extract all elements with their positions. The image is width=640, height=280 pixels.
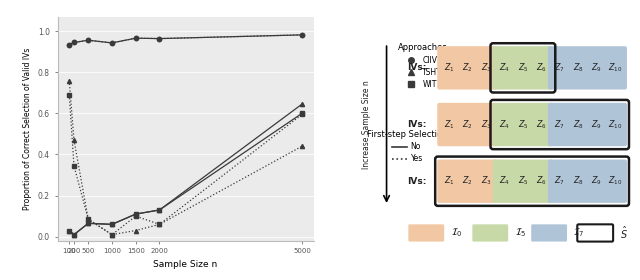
FancyBboxPatch shape	[493, 46, 553, 90]
FancyBboxPatch shape	[437, 160, 498, 203]
FancyBboxPatch shape	[493, 160, 553, 203]
Text: IVs:: IVs:	[407, 177, 426, 186]
Text: $Z_1$: $Z_1$	[444, 175, 454, 188]
Text: $Z_{10}$: $Z_{10}$	[608, 118, 622, 131]
Text: $\mathcal{I}_5$: $\mathcal{I}_5$	[515, 227, 526, 239]
Text: $Z_7$: $Z_7$	[554, 62, 565, 74]
Text: $Z_6$: $Z_6$	[536, 62, 547, 74]
Text: $Z_3$: $Z_3$	[481, 118, 492, 131]
FancyBboxPatch shape	[531, 224, 567, 242]
Text: $Z_7$: $Z_7$	[554, 175, 565, 188]
Text: $Z_4$: $Z_4$	[499, 118, 510, 131]
FancyBboxPatch shape	[548, 160, 627, 203]
FancyBboxPatch shape	[408, 224, 444, 242]
Text: Increase Sample Size n: Increase Sample Size n	[362, 80, 371, 169]
Text: $\mathcal{I}_0$: $\mathcal{I}_0$	[451, 227, 462, 239]
Text: $Z_8$: $Z_8$	[573, 62, 584, 74]
Text: IVs:: IVs:	[407, 63, 426, 72]
Text: $Z_6$: $Z_6$	[536, 118, 547, 131]
Y-axis label: Proportion of Correct Selection of Valid IVs: Proportion of Correct Selection of Valid…	[23, 48, 32, 210]
Text: $Z_7$: $Z_7$	[554, 118, 565, 131]
Text: $Z_1$: $Z_1$	[444, 62, 454, 74]
Text: $Z_5$: $Z_5$	[518, 118, 528, 131]
Text: $Z_3$: $Z_3$	[481, 62, 492, 74]
Text: $Z_8$: $Z_8$	[573, 118, 584, 131]
Text: $Z_3$: $Z_3$	[481, 175, 492, 188]
Text: $Z_4$: $Z_4$	[499, 175, 510, 188]
Text: $\hat{S}$: $\hat{S}$	[620, 225, 627, 241]
Text: $Z_4$: $Z_4$	[499, 62, 510, 74]
FancyBboxPatch shape	[472, 224, 508, 242]
Text: $\mathcal{I}_7$: $\mathcal{I}_7$	[573, 227, 585, 239]
Text: $Z_2$: $Z_2$	[462, 118, 473, 131]
Text: IVs:: IVs:	[407, 120, 426, 129]
FancyBboxPatch shape	[493, 103, 553, 146]
Text: $Z_2$: $Z_2$	[462, 62, 473, 74]
Text: $Z_2$: $Z_2$	[462, 175, 473, 188]
Text: $Z_{10}$: $Z_{10}$	[608, 175, 622, 188]
Text: $Z_9$: $Z_9$	[591, 62, 602, 74]
X-axis label: Sample Size n: Sample Size n	[154, 260, 218, 269]
Text: $Z_1$: $Z_1$	[444, 118, 454, 131]
Text: $Z_5$: $Z_5$	[518, 62, 528, 74]
Text: $Z_8$: $Z_8$	[573, 175, 584, 188]
Legend: No, Yes: No, Yes	[364, 127, 451, 166]
FancyBboxPatch shape	[548, 46, 627, 90]
Text: $Z_6$: $Z_6$	[536, 175, 547, 188]
FancyBboxPatch shape	[548, 103, 627, 146]
FancyBboxPatch shape	[437, 46, 498, 90]
FancyBboxPatch shape	[437, 103, 498, 146]
Text: $Z_9$: $Z_9$	[591, 118, 602, 131]
FancyBboxPatch shape	[577, 224, 613, 242]
Text: $Z_{10}$: $Z_{10}$	[608, 62, 622, 74]
Text: $Z_9$: $Z_9$	[591, 175, 602, 188]
Text: $Z_5$: $Z_5$	[518, 175, 528, 188]
